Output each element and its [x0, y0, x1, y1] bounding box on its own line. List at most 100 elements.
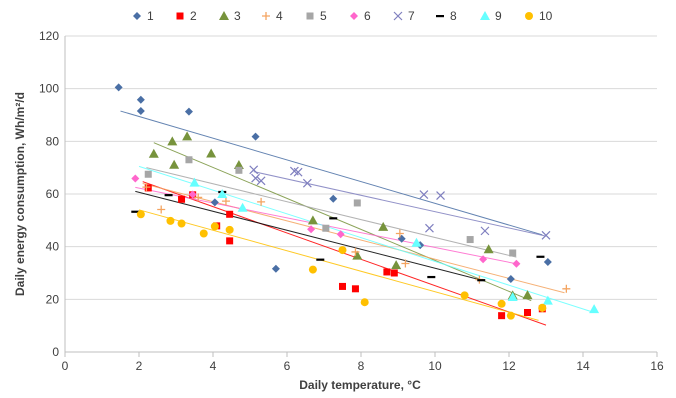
point-series-6 — [479, 255, 488, 264]
point-series-8 — [329, 217, 338, 220]
x-tick-label: 4 — [210, 359, 217, 373]
point-series-8 — [427, 275, 436, 279]
legend-marker-series-7 — [393, 11, 403, 21]
point-series-7 — [541, 230, 551, 240]
point-series-10 — [360, 298, 369, 307]
point-series-7 — [256, 176, 266, 186]
legend-label-series-4: 4 — [276, 9, 283, 23]
point-series-4 — [562, 284, 571, 293]
trendline-series-8 — [135, 190, 480, 281]
point-series-4 — [257, 197, 266, 206]
point-series-10 — [506, 311, 515, 320]
point-series-7 — [293, 167, 303, 177]
point-series-6 — [512, 259, 521, 268]
point-series-8 — [131, 210, 140, 213]
legend-label-series-1: 1 — [147, 9, 154, 23]
legend-label-series-10: 10 — [539, 9, 553, 23]
point-series-2 — [226, 237, 234, 245]
point-series-3 — [483, 244, 494, 254]
legend-label-series-9: 9 — [495, 9, 502, 23]
point-series-2 — [524, 309, 531, 316]
trendline-series-10 — [138, 209, 539, 321]
legend: 1 2 3 4 5 6 7 8 9 10 — [133, 9, 553, 23]
point-series-2 — [144, 184, 152, 192]
point-series-10 — [225, 225, 234, 234]
legend-marker-series-2 — [176, 12, 184, 20]
point-series-4 — [142, 183, 151, 192]
point-series-2 — [339, 282, 346, 290]
point-series-10 — [308, 265, 317, 274]
point-series-3 — [169, 159, 180, 169]
point-series-9 — [411, 237, 422, 247]
point-series-2 — [390, 269, 398, 277]
legend-label-series-8: 8 — [450, 9, 457, 23]
point-series-8 — [536, 255, 545, 258]
x-tick-label: 12 — [502, 359, 516, 373]
point-series-6 — [307, 225, 316, 234]
point-series-3 — [391, 260, 402, 270]
point-series-4 — [395, 229, 404, 238]
x-tick-label: 8 — [358, 359, 365, 373]
point-series-10 — [460, 291, 469, 300]
point-series-3 — [206, 148, 217, 158]
legend-marker-series-10 — [525, 12, 533, 20]
point-series-10 — [136, 210, 145, 219]
legend-label-series-7: 7 — [408, 9, 415, 23]
point-series-5 — [144, 170, 152, 178]
point-series-1 — [271, 264, 280, 273]
point-series-2 — [178, 195, 186, 203]
point-series-10 — [497, 299, 506, 308]
point-series-9 — [589, 304, 600, 314]
point-series-7 — [249, 165, 259, 175]
legend-marker-series-5 — [306, 12, 314, 20]
y-tick-label: 100 — [39, 82, 59, 96]
point-series-4 — [221, 197, 230, 206]
point-series-1 — [506, 275, 515, 284]
point-series-9 — [217, 189, 228, 198]
point-series-1 — [136, 107, 145, 116]
trendline-series-3 — [153, 142, 532, 302]
point-series-7 — [302, 178, 312, 188]
trendlines — [120, 110, 595, 326]
x-tick-label: 14 — [576, 359, 590, 373]
x-tick-label: 10 — [428, 359, 442, 373]
point-series-8 — [316, 258, 325, 261]
point-series-8 — [477, 279, 486, 282]
point-series-9 — [237, 202, 248, 212]
point-series-3 — [307, 215, 318, 225]
y-tick-label: 20 — [46, 292, 60, 306]
point-series-9 — [507, 291, 518, 301]
point-series-3 — [148, 148, 159, 158]
point-series-10 — [166, 216, 175, 225]
legend-label-series-6: 6 — [364, 9, 371, 23]
point-series-5 — [235, 166, 243, 174]
legend-marker-series-8 — [436, 15, 444, 18]
point-series-3 — [167, 136, 178, 146]
point-series-6 — [131, 174, 140, 183]
legend-label-series-3: 3 — [234, 9, 241, 23]
point-series-1 — [543, 257, 552, 266]
point-series-2 — [498, 312, 506, 320]
trendline-series-4 — [142, 182, 565, 294]
point-series-3 — [522, 290, 533, 300]
point-series-9 — [542, 295, 553, 305]
point-series-6 — [336, 230, 345, 239]
point-series-3 — [352, 250, 363, 260]
point-series-1 — [114, 83, 123, 92]
point-series-5 — [185, 156, 193, 164]
point-series-10 — [338, 246, 347, 255]
point-series-9 — [189, 177, 200, 187]
legend-label-series-2: 2 — [190, 9, 197, 23]
point-series-10 — [199, 229, 208, 238]
point-series-3 — [233, 160, 244, 170]
y-tick-label: 60 — [46, 187, 60, 201]
trendline-series-1 — [120, 110, 543, 236]
trendline-series-7 — [253, 171, 547, 237]
point-series-7 — [419, 190, 429, 199]
point-series-7 — [425, 223, 434, 233]
point-series-3 — [182, 131, 193, 141]
y-axis-title: Daily energy consumption, Wh/m²/d — [13, 92, 27, 296]
gridlines — [65, 35, 657, 300]
